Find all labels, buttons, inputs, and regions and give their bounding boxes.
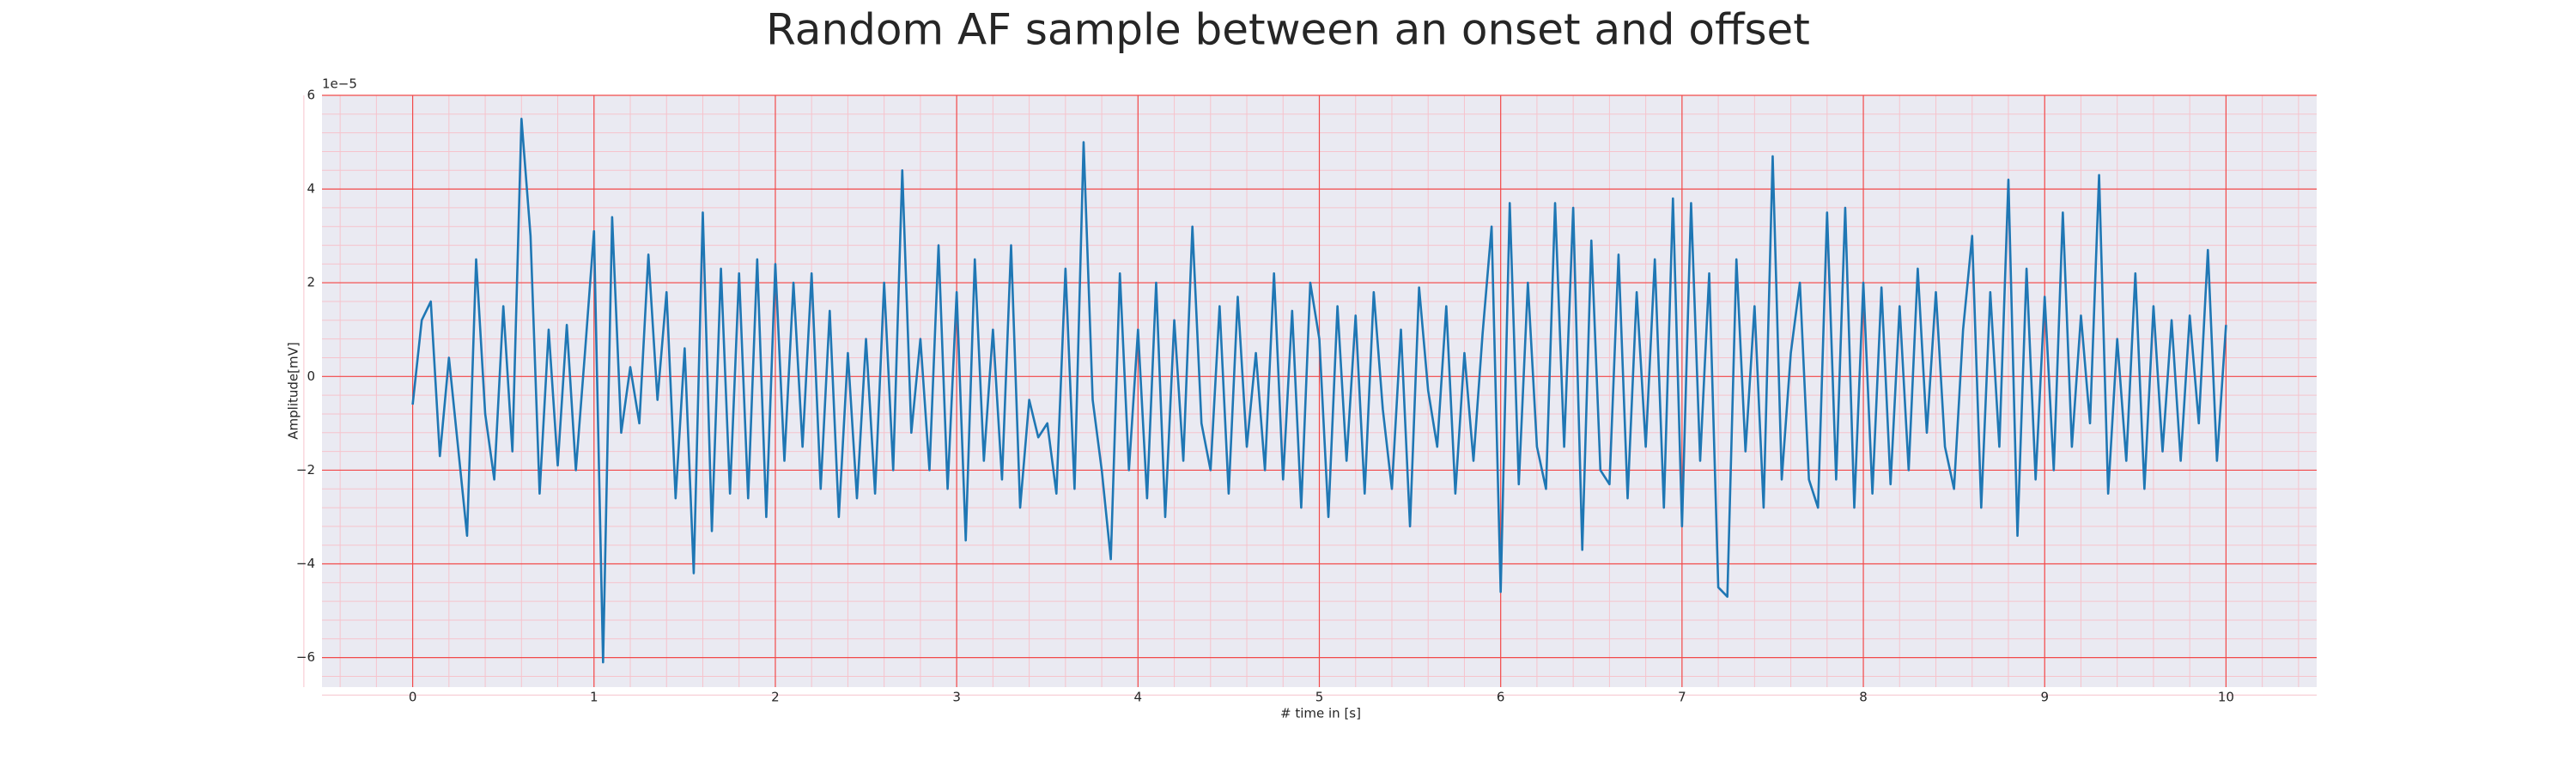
y-tick-label: −6 <box>296 649 315 665</box>
x-tick-label: 3 <box>952 690 961 705</box>
x-axis-label: # time in [s] <box>1280 706 1361 721</box>
x-tick-label: 5 <box>1315 690 1324 705</box>
x-tick-label: 9 <box>2040 690 2049 705</box>
y-tick-label: 6 <box>307 88 315 103</box>
y-axis-label: Amplitude[mV] <box>286 342 301 439</box>
x-tick-label: 7 <box>1678 690 1686 705</box>
x-tick-label: 4 <box>1134 690 1143 705</box>
y-tick-label: −2 <box>296 462 315 478</box>
x-tick-label: 2 <box>771 690 780 705</box>
y-tick-label: 4 <box>307 181 315 197</box>
y-tick-label: 2 <box>307 275 315 290</box>
x-tick-label: 0 <box>409 690 417 705</box>
x-tick-label: 10 <box>2218 690 2234 705</box>
signal-line <box>411 117 2227 664</box>
y-tick-label: −4 <box>296 556 315 571</box>
x-tick-label: 6 <box>1497 690 1505 705</box>
chart-title: Random AF sample between an onset and of… <box>766 5 1810 55</box>
lines <box>411 117 2227 664</box>
major-grid <box>322 94 2317 687</box>
x-tick-label: 8 <box>1859 690 1868 705</box>
y-tick-label: 0 <box>307 368 315 384</box>
y-offset-label: 1e−5 <box>322 76 357 92</box>
labels: 0 1 2 3 4 5 6 7 8 9 10 −6 −4 −2 0 2 4 6 <box>296 88 2234 705</box>
x-tick-label: 1 <box>590 690 598 705</box>
